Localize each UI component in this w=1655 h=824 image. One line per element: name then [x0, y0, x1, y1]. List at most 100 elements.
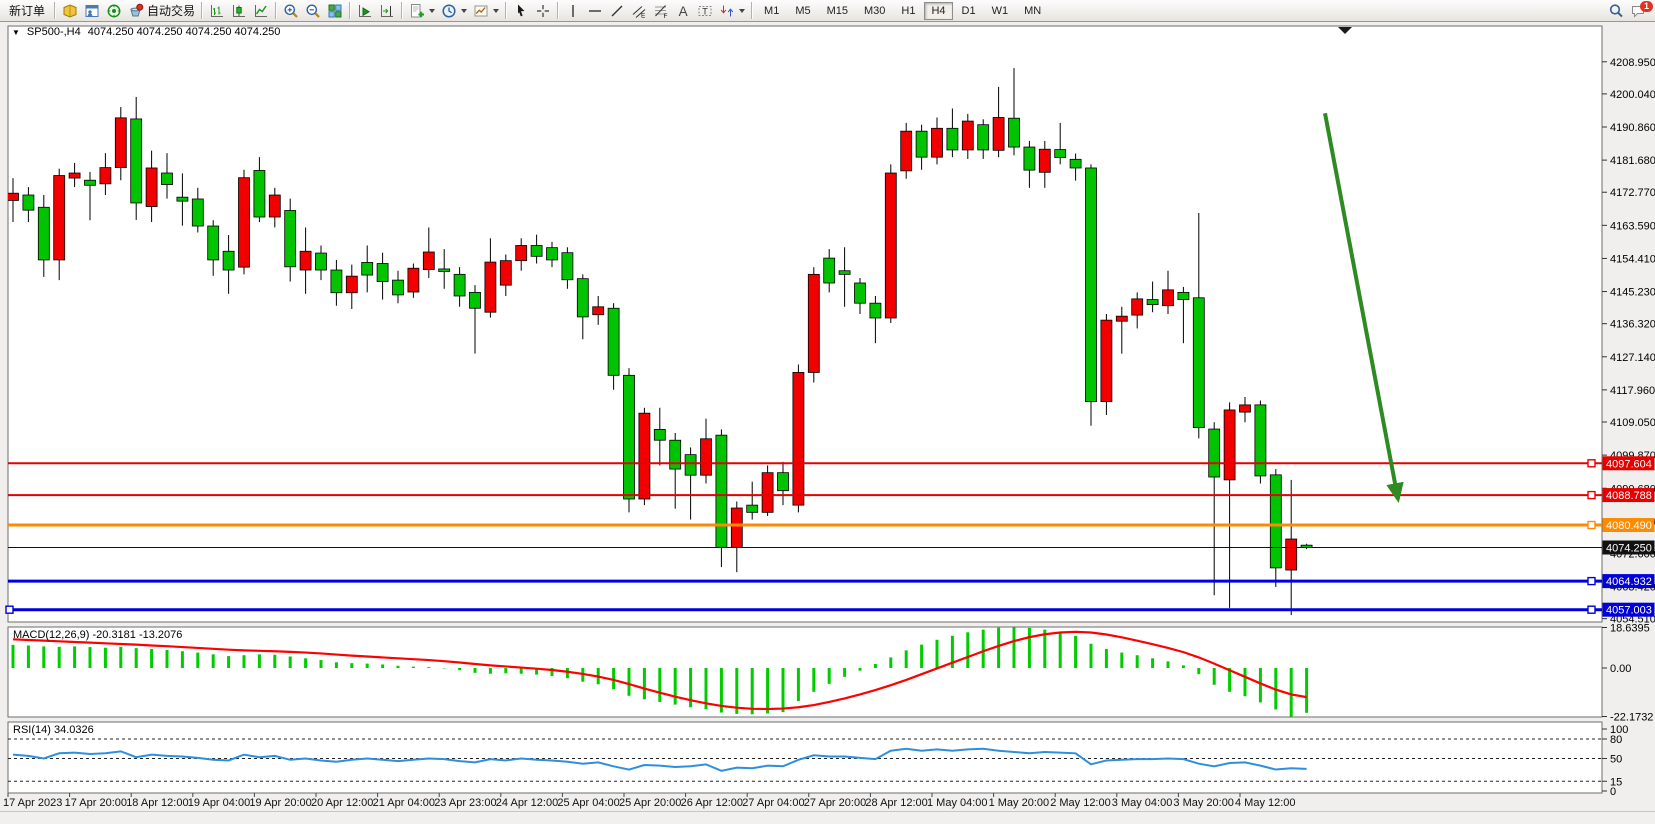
timeframe-mn[interactable]: MN — [1017, 2, 1048, 20]
timeframe-m30[interactable]: M30 — [857, 2, 892, 20]
bear-candle — [361, 262, 374, 276]
bear-candle — [915, 130, 928, 158]
line-handle — [1587, 490, 1596, 500]
data-window-icon — [85, 4, 99, 17]
bear-candle — [869, 302, 882, 319]
price-axis[interactable]: 4208.950 4200.040 4190.860 4181.680 4172.770… — [1602, 57, 1655, 798]
axis-price-flag-label: 4097.604 — [1606, 458, 1652, 470]
time-tick-label: 3 May 20:00 — [1173, 797, 1234, 809]
line-handle — [1587, 520, 1596, 530]
chevron-down-icon[interactable] — [493, 8, 500, 13]
macd-panel[interactable] — [7, 626, 1603, 718]
time-tick-label: 17 Apr 20:00 — [65, 797, 127, 809]
horizontal-line-icon[interactable] — [584, 1, 606, 21]
chevron-down-icon[interactable] — [461, 8, 468, 13]
price-tick-label: 4136.320 — [1610, 319, 1655, 331]
notification-badge: 1 — [1640, 0, 1653, 12]
templates-icon — [474, 5, 488, 16]
time-tick-label: 26 Apr 12:00 — [681, 797, 743, 809]
time-tick-label: 19 Apr 04:00 — [188, 797, 250, 809]
price-line-4097.604[interactable]: 4097.604 — [8, 456, 1655, 471]
cursor-icon[interactable] — [510, 1, 532, 21]
equidistant-channel-icon: E — [632, 5, 646, 19]
price-line-4080.490[interactable]: 4080.490 — [8, 517, 1655, 532]
timeframe-h4[interactable]: H4 — [924, 1, 953, 20]
chevron-down-icon[interactable] — [429, 8, 436, 13]
zoom-out-icon[interactable] — [302, 1, 324, 21]
price-line-4088.788[interactable]: 4088.788 — [8, 488, 1655, 503]
text-icon[interactable]: A — [672, 1, 694, 21]
fibonacci-icon[interactable]: F — [650, 1, 672, 21]
bull-candle — [730, 507, 743, 548]
bear-candle — [1269, 474, 1282, 569]
timeframe-h1[interactable]: H1 — [894, 2, 922, 20]
cursor-icon — [518, 4, 525, 16]
bull-candle — [238, 177, 250, 268]
fibonacci-icon: F — [655, 4, 668, 19]
candlestick-chart-icon[interactable] — [228, 1, 250, 21]
text-icon: A — [679, 4, 688, 19]
new-order-button[interactable]: 新订单 — [3, 1, 51, 21]
main-panel[interactable] — [7, 25, 1603, 623]
trend-arrow[interactable] — [1323, 112, 1404, 504]
chat-icon[interactable]: 1 — [1627, 0, 1653, 21]
bull-candle — [1285, 538, 1298, 571]
price-tick-label: 4181.680 — [1610, 155, 1655, 167]
svg-text:A: A — [679, 4, 688, 19]
bull-candle — [499, 260, 512, 286]
auto-trading-button[interactable]: 自动交易 — [125, 1, 198, 21]
chart-canvas[interactable]: 4208.950 4200.040 4190.860 4181.680 4172.770… — [0, 22, 1655, 812]
price-line-4074.250[interactable]: 4074.250 — [8, 540, 1655, 555]
crosshair-icon[interactable] — [532, 1, 554, 21]
axis-price-flag — [1602, 456, 1655, 471]
timeframe-d1[interactable]: D1 — [955, 2, 983, 20]
bear-candle — [623, 374, 635, 500]
chart-shift-marker-icon[interactable] — [1338, 27, 1352, 34]
price-line-4057.003[interactable]: 4057.003 — [5, 602, 1655, 617]
auto-scroll-icon[interactable] — [354, 1, 376, 21]
time-axis[interactable]: 17 Apr 2023 17 Apr 20:00 18 Apr 12:00 19 Ap… — [3, 793, 1296, 809]
bull-candle — [592, 306, 605, 316]
new-chart-button[interactable] — [406, 1, 438, 21]
time-tick-label: 25 Apr 20:00 — [619, 797, 681, 809]
price-line-4064.932[interactable]: 4064.932 — [8, 574, 1655, 589]
time-tick-label: 28 Apr 12:00 — [865, 797, 927, 809]
timeframe-m1[interactable]: M1 — [757, 2, 786, 20]
timeframe-m5[interactable]: M5 — [788, 2, 817, 20]
zoom-out-icon — [306, 4, 320, 18]
line-chart-icon[interactable] — [250, 1, 272, 21]
price-tick-label: 4117.960 — [1610, 385, 1655, 397]
market-watch-icon[interactable] — [59, 1, 81, 21]
chart-shift-icon — [381, 4, 394, 17]
navigator-icon[interactable] — [103, 1, 125, 21]
vertical-line-icon[interactable] — [562, 1, 584, 21]
arrows-button[interactable] — [716, 1, 748, 21]
bull-candle — [268, 194, 281, 218]
toolbar-left: 新订单 自动交易 E F A T M1 M5 M15 M30 H1 H4 D1 W1 MN — [3, 0, 1049, 22]
equidistant-channel-icon[interactable]: E — [628, 1, 650, 21]
bear-candle — [438, 268, 451, 272]
chart-shift-icon[interactable] — [376, 1, 398, 21]
bar-chart-icon[interactable] — [206, 1, 228, 21]
zoom-in-icon[interactable] — [280, 1, 302, 21]
timeframe-m15[interactable]: M15 — [820, 2, 855, 20]
chevron-down-icon[interactable] — [739, 8, 746, 13]
text-label-icon[interactable]: T — [694, 1, 716, 21]
templates-button[interactable] — [470, 1, 502, 21]
timeframe-w1[interactable]: W1 — [985, 2, 1016, 20]
collapse-triangle-icon[interactable]: ▼ — [12, 27, 20, 37]
trendline-icon[interactable] — [606, 1, 628, 21]
bear-candle — [1146, 299, 1159, 306]
toolbar-separator — [505, 2, 508, 19]
navigator-icon — [107, 4, 121, 17]
status-bar — [0, 811, 1655, 824]
data-window-icon[interactable] — [81, 1, 103, 21]
time-tick-label: 27 Apr 04:00 — [742, 797, 804, 809]
search-icon[interactable] — [1605, 1, 1627, 21]
chart-title: ▼ SP500-,H4 4074.250 4074.250 4074.250 4… — [12, 26, 280, 38]
profiles-button[interactable] — [438, 1, 470, 21]
tile-windows-icon[interactable] — [324, 1, 346, 21]
bull-candle — [1115, 315, 1128, 322]
rsi-tick-label: 0 — [1610, 786, 1616, 798]
bull-candle — [407, 267, 420, 293]
